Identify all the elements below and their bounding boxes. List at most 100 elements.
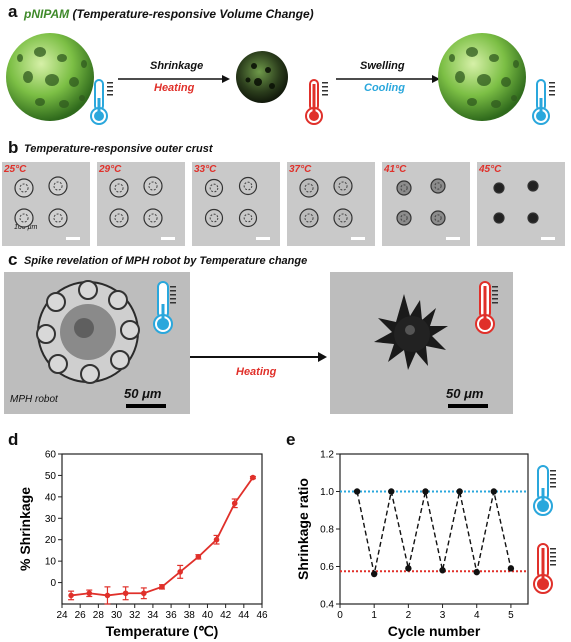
- microgel-core: [434, 182, 442, 190]
- cold-thermometer-e-icon: [533, 465, 556, 516]
- x-tick-label: 40: [202, 610, 214, 621]
- x-tick-label: 2: [406, 610, 412, 621]
- temp-label-41: 41°C: [384, 164, 407, 175]
- panel-d-label: d: [8, 430, 19, 449]
- x-tick-label: 24: [56, 610, 68, 621]
- data-point: [141, 590, 147, 597]
- panel-a-figure: [6, 33, 555, 125]
- temperature-micrographs: 25°C 100 μm 29°C 33°C 37°C 41°C 45°C: [2, 162, 569, 248]
- microgel-core: [209, 183, 219, 193]
- heating-arrow: [190, 356, 320, 358]
- x-tick-label: 1: [371, 610, 377, 621]
- cold-thermometer-icon: [90, 79, 108, 125]
- microgel-particle: [109, 178, 129, 198]
- data-point: [195, 554, 202, 560]
- scale-bar-b: [161, 237, 175, 240]
- data-point: [405, 565, 412, 572]
- microgel-core: [19, 183, 29, 193]
- swollen-sphere-right: [438, 33, 526, 121]
- x-tick-label: 42: [220, 610, 232, 621]
- temp-label-45: 45°C: [479, 164, 502, 175]
- cold-thermometer-c-icon: [153, 281, 176, 334]
- y-tick-label: 0.8: [320, 525, 334, 536]
- microgel-particle: [143, 176, 163, 196]
- micrograph-25: 25°C 100 μm: [2, 162, 90, 246]
- temp-label-33: 33°C: [194, 164, 217, 175]
- y-tick-label: 60: [45, 450, 57, 461]
- y-tick-label: 0.6: [320, 562, 334, 573]
- microgel-core: [243, 181, 253, 191]
- microgel-core: [338, 213, 348, 223]
- hot-thermometer-icon: [305, 79, 323, 125]
- scale-bar-b: [256, 237, 270, 240]
- data-point: [86, 590, 93, 597]
- x-tick-label: 36: [166, 610, 178, 621]
- y-tick-label: 30: [45, 514, 57, 525]
- microgel-particle: [143, 208, 163, 228]
- microgel-particle: [430, 178, 446, 194]
- panel-a-title: pNIPAM (Temperature-responsive Volume Ch…: [24, 7, 314, 21]
- microgel-particle: [333, 208, 353, 228]
- x-tick-label: 32: [129, 610, 141, 621]
- data-point: [507, 565, 515, 572]
- y-tick-label: 40: [45, 492, 57, 503]
- microgel-core: [148, 181, 158, 191]
- microgel-core: [19, 213, 29, 223]
- microgel-core: [209, 213, 219, 223]
- mph-robot-cold-image: MPH robot 50 μm: [4, 272, 190, 414]
- scale-bar-left-label: 50 μm: [124, 386, 162, 401]
- y-tick-label: 1.0: [320, 487, 334, 498]
- microgel-core: [114, 213, 124, 223]
- swollen-sphere-left: [6, 33, 94, 121]
- microgel-particle: [48, 176, 68, 196]
- microgel-particle: [493, 212, 505, 224]
- pnipam-subtitle: (Temperature-responsive Volume Change): [72, 7, 314, 21]
- microgel-particle: [333, 176, 353, 196]
- data-point: [122, 590, 129, 597]
- x-tick-label: 4: [474, 610, 480, 621]
- shrinkage-label: Shrinkage: [150, 60, 204, 72]
- data-point: [370, 570, 378, 578]
- pnipam-title: pNIPAM: [24, 7, 70, 21]
- microgel-particle: [430, 210, 446, 226]
- x-tick-label: 44: [238, 610, 250, 621]
- heating-label: Heating: [154, 82, 195, 94]
- data-point: [104, 592, 111, 599]
- microgel-core: [400, 214, 408, 222]
- plot-frame: [61, 453, 263, 605]
- cooling-label: Cooling: [364, 82, 405, 94]
- scale-bar-right: [448, 404, 488, 408]
- microgel-core: [114, 183, 124, 193]
- scale-bar-b: [446, 237, 460, 240]
- x-tick-label: 3: [440, 610, 446, 621]
- mph-robot-caption: MPH robot: [10, 394, 58, 405]
- microgel-particle: [493, 182, 505, 194]
- microgel-particle: [48, 208, 68, 228]
- x-tick-label: 30: [111, 610, 123, 621]
- y-tick-label: 1.2: [320, 450, 334, 461]
- temp-label-29: 29°C: [99, 164, 122, 175]
- x-tick-label: 26: [75, 610, 87, 621]
- x-tick-label: 28: [93, 610, 105, 621]
- panel-e-label: e: [286, 430, 296, 449]
- shrunk-sphere: [236, 51, 288, 103]
- panel-c-label: c: [8, 250, 18, 269]
- microgel-particle: [204, 178, 224, 198]
- x-tick-label: 5: [508, 610, 514, 621]
- microgel-particle: [396, 180, 412, 196]
- microgel-core: [304, 183, 314, 193]
- micrograph-33: 33°C: [192, 162, 280, 246]
- data-point: [439, 567, 446, 574]
- microgel-particle: [527, 212, 539, 224]
- data-point: [490, 488, 498, 495]
- scale-label: 100 μm: [14, 224, 38, 231]
- micrograph-41: 41°C: [382, 162, 470, 246]
- microgel-core: [53, 181, 63, 191]
- y-axis-label: % Shrinkage: [17, 487, 33, 571]
- scale-bar-right-label: 50 μm: [446, 386, 484, 401]
- data-point: [231, 500, 238, 507]
- scale-bar-b: [351, 237, 365, 240]
- x-axis-label: Cycle number: [388, 623, 481, 639]
- data-point: [250, 474, 256, 481]
- microgel-particle: [238, 208, 258, 228]
